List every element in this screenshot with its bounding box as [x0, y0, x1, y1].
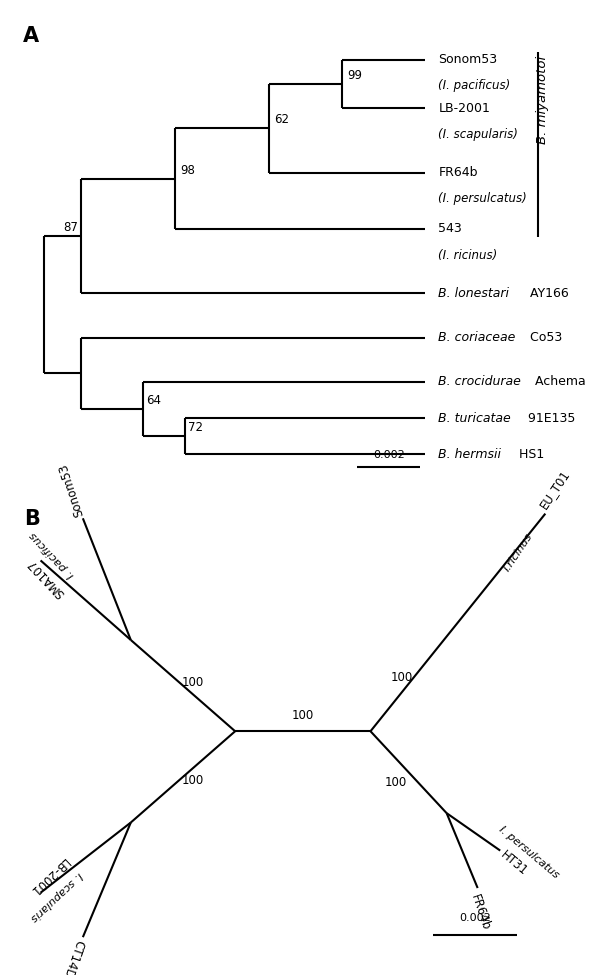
Text: AY166: AY166 [526, 287, 569, 300]
Text: I. scapularis: I. scapularis [28, 871, 83, 923]
Text: B. miyamotoi: B. miyamotoi [536, 57, 550, 144]
Text: 99: 99 [347, 69, 362, 82]
Text: EU_T01: EU_T01 [538, 468, 572, 511]
Text: A: A [23, 25, 40, 46]
Text: Sonom53: Sonom53 [439, 54, 497, 66]
Text: 543: 543 [439, 222, 462, 235]
Text: B. turicatae: B. turicatae [439, 411, 511, 425]
Text: 98: 98 [180, 164, 195, 176]
Text: 62: 62 [274, 113, 289, 126]
Text: 64: 64 [146, 394, 161, 408]
Text: 100: 100 [385, 776, 407, 789]
Text: SMA107: SMA107 [25, 556, 68, 600]
Text: I. persulcatus: I. persulcatus [497, 825, 560, 880]
Text: LB-2001: LB-2001 [26, 854, 70, 897]
Text: B. crocidurae: B. crocidurae [439, 375, 521, 388]
Text: Co53: Co53 [526, 332, 562, 344]
Text: (I. scapularis): (I. scapularis) [439, 128, 518, 140]
Text: B: B [23, 509, 40, 529]
Text: Sonom53: Sonom53 [56, 461, 86, 518]
Text: 0.002: 0.002 [373, 450, 404, 460]
Text: Achema: Achema [532, 375, 586, 388]
Text: B. lonestari: B. lonestari [439, 287, 509, 300]
Text: B. coriaceae: B. coriaceae [439, 332, 516, 344]
Text: CT14D4: CT14D4 [58, 938, 86, 975]
Text: 100: 100 [292, 709, 314, 722]
Text: 72: 72 [188, 421, 203, 434]
Text: 100: 100 [182, 774, 204, 787]
Text: I.ricinus: I.ricinus [502, 531, 534, 573]
Text: (I. ricinus): (I. ricinus) [439, 249, 497, 261]
Text: FR64b: FR64b [439, 166, 478, 179]
Text: 91E135: 91E135 [524, 411, 575, 425]
Text: HT31: HT31 [497, 848, 529, 878]
Text: 87: 87 [63, 221, 78, 234]
Text: I. pacificus: I. pacificus [28, 530, 76, 580]
Text: FR64b: FR64b [468, 893, 493, 932]
Text: B. hermsii: B. hermsii [439, 448, 502, 461]
Text: 100: 100 [391, 671, 413, 683]
Text: (I. pacificus): (I. pacificus) [439, 79, 511, 93]
Text: 0.002: 0.002 [459, 914, 491, 923]
Text: 100: 100 [182, 676, 204, 688]
Text: (I. persulcatus): (I. persulcatus) [439, 192, 527, 205]
Text: LB-2001: LB-2001 [439, 101, 490, 115]
Text: HS1: HS1 [515, 448, 544, 461]
